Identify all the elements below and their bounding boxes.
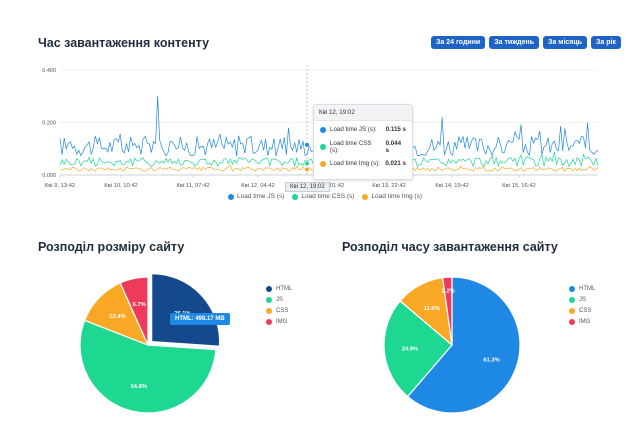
size-pie-label-css: 12.4% <box>109 314 125 320</box>
size-pie-slice-img <box>119 276 149 346</box>
crosshair-x-label: Кві 12, 19:02 <box>285 182 330 192</box>
time-legend-html[interactable]: HTML <box>569 283 595 294</box>
tooltip-header: Кві 12, 19:02 <box>314 105 412 121</box>
size-legend-label-js: JS <box>276 296 284 303</box>
legend-label-img: Load time Img (s) <box>371 193 423 200</box>
time-legend-dot-css <box>569 307 575 314</box>
time-legend-label-html: HTML <box>579 285 596 292</box>
x-tick-label: Кві 11, 07:42 <box>176 183 209 189</box>
tooltip-row-js: Load time JS (s): 0.115 s <box>314 121 412 138</box>
time-legend-dot-js <box>569 296 575 303</box>
legend-dot-img <box>362 193 369 200</box>
tooltip-row-css: Load time CSS (s): 0.044 s <box>314 138 412 155</box>
crosshair-point <box>304 142 310 148</box>
size-pie-label-img: 6.7% <box>133 302 146 308</box>
time-legend-dot-html <box>569 285 575 292</box>
crosshair-point <box>304 166 310 173</box>
y-tick-label: 0.000 <box>42 173 56 179</box>
y-tick-label: 0.400 <box>42 68 56 74</box>
tooltip-value-js: 0.115 s <box>385 126 406 133</box>
time-pie-slice-js <box>383 300 453 398</box>
size-legend-dot-css <box>266 307 272 314</box>
x-tick-label: Кві 15, 16:42 <box>502 183 536 189</box>
y-tick-label: 0.200 <box>42 121 56 127</box>
size-pie-tooltip: HTML: 498.17 MB <box>170 313 230 325</box>
time-legend-css[interactable]: CSS <box>569 305 595 316</box>
time-legend-img[interactable]: IMG <box>569 316 595 327</box>
size-pie-label-js: 54.8% <box>131 384 147 390</box>
legend-item-css[interactable]: Load time CSS (s) <box>292 193 354 200</box>
tooltip-dot-js <box>320 126 326 133</box>
size-legend-dot-js <box>266 296 272 303</box>
time-legend-label-img: IMG <box>579 318 591 325</box>
legend-dot-js <box>228 193 234 200</box>
size-legend-css[interactable]: CSS <box>266 305 292 316</box>
time-pie-title: Розподіл часу завантаження сайту <box>342 240 558 254</box>
time-pie-label-html: 61.3% <box>483 358 499 364</box>
range-button-group: За 24 години За тиждень За місяць За рік <box>431 36 621 49</box>
legend-label-css: Load time CSS (s) <box>301 193 355 200</box>
x-tick-label: Кві 10, 10:42 <box>104 183 138 189</box>
line-chart-tooltip: Кві 12, 19:02 Load time JS (s): 0.115 s L… <box>313 104 413 180</box>
time-legend-dot-img <box>569 318 575 325</box>
range-24h-button[interactable]: За 24 години <box>431 36 486 49</box>
tooltip-value-css: 0.044 s <box>385 139 402 154</box>
time-legend-js[interactable]: JS <box>569 294 595 305</box>
range-week-button[interactable]: За тиждень <box>489 36 540 49</box>
size-pie-slice-js <box>79 319 217 414</box>
legend-item-js[interactable]: Load time JS (s) <box>228 193 284 200</box>
time-pie-slice-img <box>441 276 453 346</box>
tooltip-value-img: 0.021 s <box>385 160 406 167</box>
tooltip-dot-img <box>320 160 326 167</box>
load-chart-title: Час завантаження контенту <box>38 36 210 50</box>
tooltip-label-js: Load time JS (s): <box>330 126 377 133</box>
x-tick-label: Кві 13, 22:42 <box>372 183 406 189</box>
size-legend-img[interactable]: IMG <box>266 316 292 327</box>
tooltip-row-img: Load time Img (s): 0.021 s <box>314 155 412 172</box>
size-pie-title: Розподіл розміру сайту <box>38 240 185 254</box>
legend-item-img[interactable]: Load time Img (s) <box>362 193 422 200</box>
crosshair-point <box>304 160 310 167</box>
size-legend-html[interactable]: HTML <box>266 283 292 294</box>
x-tick-label: 01:42 <box>330 183 345 189</box>
legend-dot-css <box>292 193 299 200</box>
range-year-button[interactable]: За рік <box>590 36 621 49</box>
size-legend-label-css: CSS <box>276 307 289 314</box>
tooltip-label-img: Load time Img (s): <box>330 160 380 167</box>
legend-label-js: Load time JS (s) <box>237 193 285 200</box>
range-month-button[interactable]: За місяць <box>543 36 587 49</box>
size-legend-label-html: HTML <box>276 285 293 292</box>
size-legend-dot-html <box>266 285 272 292</box>
x-tick-label: Кві 14, 19:42 <box>435 183 469 189</box>
time-legend-label-css: CSS <box>579 307 592 314</box>
x-tick-label: Кві 12, 04:42 <box>241 183 275 189</box>
tooltip-dot-css <box>320 143 326 150</box>
time-pie-label-img: 2.2% <box>442 289 455 295</box>
size-pie-legend: HTML JS CSS IMG <box>266 283 292 327</box>
time-legend-label-js: JS <box>579 296 587 303</box>
time-pie-slice-html <box>406 276 521 414</box>
time-pie-legend: HTML JS CSS IMG <box>569 283 595 327</box>
size-legend-dot-img <box>266 318 272 325</box>
size-pie-slice-html <box>151 272 221 347</box>
x-tick-label: Кві 9, 13:42 <box>45 183 75 189</box>
size-legend-label-img: IMG <box>276 318 288 325</box>
line-chart-legend: Load time JS (s) Load time CSS (s) Load … <box>228 193 422 200</box>
time-pie-label-css: 11.6% <box>424 306 440 312</box>
size-legend-js[interactable]: JS <box>266 294 292 305</box>
time-pie-label-js: 24.9% <box>402 346 418 352</box>
tooltip-label-css: Load time CSS (s): <box>329 139 372 154</box>
